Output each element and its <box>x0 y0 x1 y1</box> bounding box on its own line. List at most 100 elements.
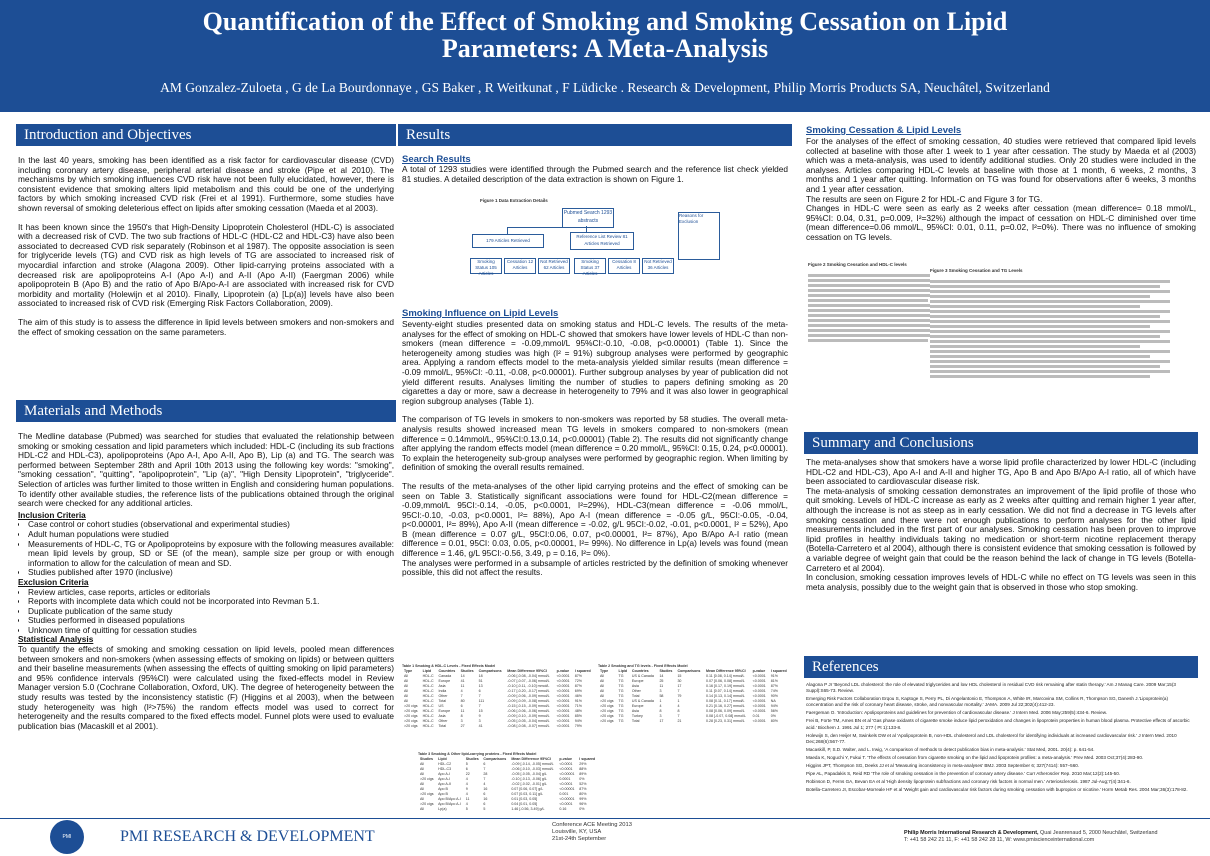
flow-connector <box>507 227 587 228</box>
table-cell: HDL-C <box>422 724 434 728</box>
table-cell: >20 cigs <box>600 714 614 718</box>
table-header-cell: Lipid <box>618 669 628 673</box>
table-cell: 11 <box>465 797 470 801</box>
table-cell: 1 <box>677 699 680 703</box>
list-item: Case control or cohort studies (observat… <box>28 520 394 530</box>
table-cell: 8 <box>659 709 662 713</box>
table-cell: 0.16 <box>559 807 567 811</box>
table-header-cell: Studies <box>420 757 433 761</box>
table-cell: All <box>404 699 408 703</box>
table-cell: NA <box>770 699 776 703</box>
table-row: All TG Total 58 79 0.14 [0.13, 0.14] mmol/L <0… <box>598 694 790 699</box>
table-row: All HDL-C Canada 14 18 -0.06 [-0.08, -0.04] m… <box>402 674 594 679</box>
table-cell: 6 <box>483 802 486 806</box>
table-3-body: All HDL-C2 5 6 -0.09 [-0.14, -0.05] mmol/L <0… <box>418 762 598 812</box>
list-item: Measurements of HDL-C, TG or Apolipoprot… <box>28 539 394 569</box>
smoking-influence-body: Seventy-eight studies presented data on … <box>402 320 788 655</box>
table-cell: <0.0001 <box>556 694 570 698</box>
methods-paragraph: The Medline database (Pubmed) was search… <box>18 432 394 509</box>
table-cell: <0.0001 <box>556 719 570 723</box>
table-cell: -0.09 [-0.09, -0.08] mmol/L <box>507 699 550 703</box>
table-cell: -0.06 [-0.08, -0.04] mmol/L <box>507 674 550 678</box>
table-header-cell: p-value <box>752 669 766 673</box>
inclusion-criteria-heading: Inclusion Criteria <box>18 509 86 520</box>
table-cell: Asia <box>438 714 446 718</box>
table-cell: All <box>420 762 424 766</box>
reference-item: Alagona P Jr 'Beyond LDL cholesterol: th… <box>806 682 1176 694</box>
table-2-caption: Table 2 Smoking and TG levels - Fixed Ef… <box>598 664 688 668</box>
table-cell: All <box>600 684 604 688</box>
table-cell: 4 <box>465 792 468 796</box>
reference-item: Macaskill, P, S.D. Walter, and L. Irwig,… <box>806 746 1095 752</box>
forest-row <box>808 284 958 287</box>
figure-1-caption: Figure 1 Data Extraction Details <box>480 198 548 203</box>
forest-row <box>930 355 1150 358</box>
table-cell: 94% <box>574 719 582 723</box>
table-cell: All <box>420 787 424 791</box>
table-cell: 18 <box>478 674 483 678</box>
table-header-cell: Comparisons <box>677 669 701 673</box>
table-cell: 91% <box>770 674 778 678</box>
forest-row <box>930 305 1140 308</box>
table-cell: 94% <box>770 704 778 708</box>
table-row: >20 cigs HDL-C Asia 8 9 -0.09 [-0.10, -0.09] … <box>402 714 594 719</box>
table-cell: >20 cigs <box>420 802 434 806</box>
table-cell: 0.001 <box>559 792 569 796</box>
forest-row <box>808 314 958 317</box>
reference-item: Higgins JPT, Thompson SG, Deeks JJ et al… <box>806 763 1080 769</box>
table-row: >20 cigs Apo A-I 4 7 -0.10 [-0.13, -0.06] g/… <box>418 777 598 782</box>
exclusion-legend-box: Reasons for Exclusion <box>678 212 720 260</box>
list-item: Adult human populations were studied <box>28 529 394 540</box>
cessation-paragraph: For the analyses of the effect of smokin… <box>806 137 1196 194</box>
table-row: All Lp(a) 5 5 1.46 [-0.56, 3.49] g/L 0.16 0% <box>418 807 598 812</box>
table-cell: 6 <box>478 689 481 693</box>
influence-paragraph: The results of the meta-analyses of the … <box>402 480 788 559</box>
search-results-heading: Search Results <box>402 154 471 165</box>
table-cell: 27 <box>460 724 465 728</box>
table-cell: 4 <box>460 689 463 693</box>
table-cell: All <box>600 679 604 683</box>
references-list: Alagona P Jr 'Beyond LDL cholesterol: th… <box>806 682 1196 814</box>
table-3-grid: Studies Lipid Studies Comparisons Mean Diffe… <box>418 757 598 812</box>
pmi-logo: PMI <box>50 820 84 854</box>
table-row: All Apo B 9 16 0.07 [0.06, 0.07] g/L <0.00001… <box>418 787 598 792</box>
table-cell: 7 <box>478 694 481 698</box>
table-cell: 8 <box>677 709 680 713</box>
table-cell: 87% <box>579 787 587 791</box>
table-cell: 15 <box>478 709 483 713</box>
forest-row <box>808 304 958 307</box>
table-cell: TG <box>618 719 624 723</box>
table-cell: TG <box>618 694 624 698</box>
table-cell: 5 <box>465 807 468 811</box>
table-cell: 74% <box>770 689 778 693</box>
table-cell: <0.00001 <box>559 787 575 791</box>
table-cell: >20 cigs <box>600 704 614 708</box>
forest-rows <box>930 278 1190 380</box>
forest-row <box>808 294 958 297</box>
table-cell: -0.10 [-0.13, -0.06] g/L <box>511 777 547 781</box>
table-cell: 80 <box>460 699 465 703</box>
table-cell: 4 <box>677 704 680 708</box>
title-line-1: Quantification of the Effect of Smoking … <box>202 7 1008 36</box>
table-cell: 7 <box>483 777 486 781</box>
table-cell: 17 <box>677 684 682 688</box>
table-cell: -0.06 [-0.10, -0.03] mmol/L <box>511 767 554 771</box>
table-cell: 0.11 [0.07, 0.14] mmol/L <box>706 689 745 693</box>
table-cell: 89% <box>579 772 587 776</box>
table-cell: 4 <box>465 777 468 781</box>
table-row: >20 cigs TG Total 17 21 0.28 [0.23, 0.31] mmo… <box>598 719 790 724</box>
table-3-caption: Table 3 Smoking & Other lipid-carrying p… <box>418 752 537 756</box>
table-cell: 15 <box>677 674 682 678</box>
table-cell: 99% <box>579 797 587 801</box>
table-row: >20 cigs HDL-C Other 3 3 -0.05 [-0.05, -0.04]… <box>402 719 594 724</box>
table-cell: 80% <box>770 719 778 723</box>
table-cell: TG <box>618 674 624 678</box>
stats-paragraph: To quantify the effects of smoking and s… <box>18 644 394 731</box>
table-header-cell: I squared <box>579 757 596 761</box>
table-header-cell: Countries <box>631 669 649 673</box>
table-cell: 72% <box>574 679 582 683</box>
table-header-cell: Countries <box>438 669 456 673</box>
table-row: All TG US & Canada 14 15 0.11 [0.08, 0.14] mm… <box>598 674 790 679</box>
table-cell: 3 <box>659 714 662 718</box>
table-cell: <0.0001 <box>556 709 570 713</box>
